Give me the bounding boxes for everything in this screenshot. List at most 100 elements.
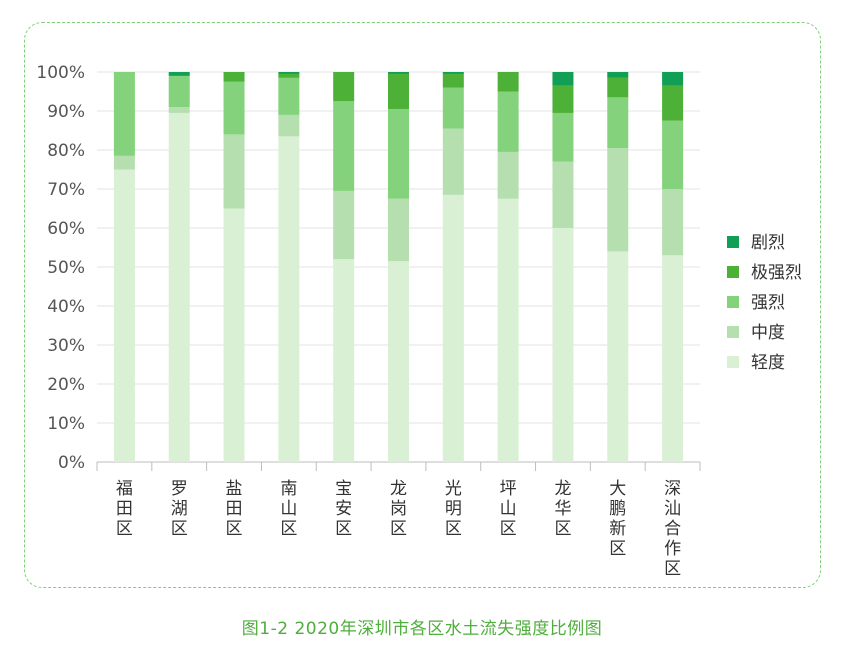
bar-segment <box>113 72 135 156</box>
x-tick-label-char: 安 <box>335 499 352 519</box>
bar-segment <box>113 169 135 462</box>
bar-segment <box>607 77 629 98</box>
bar-segment <box>607 72 629 78</box>
y-tick-label: 20% <box>47 375 85 395</box>
bar-segment <box>607 251 629 462</box>
x-tick-label-char: 深 <box>664 479 681 499</box>
bar-segment <box>333 259 355 462</box>
bar-segment <box>278 136 300 462</box>
bar-segment <box>662 85 684 121</box>
bar-segment <box>168 75 190 108</box>
bar-segment <box>278 114 300 137</box>
x-tick-label-char: 区 <box>280 519 297 539</box>
bar-segment <box>278 73 300 78</box>
x-tick-label-char: 华 <box>554 499 571 519</box>
legend-label: 剧烈 <box>751 233 785 253</box>
y-tick-label: 40% <box>47 297 85 317</box>
x-tick-label-char: 岗 <box>390 499 407 519</box>
bar-segment <box>552 228 574 462</box>
x-tick-label-char: 区 <box>390 519 407 539</box>
y-tick-label: 0% <box>58 453 85 473</box>
x-tick-label-char: 区 <box>226 519 243 539</box>
bar-segment <box>662 189 684 256</box>
y-tick-label: 70% <box>47 180 85 200</box>
bar-segment <box>552 112 574 162</box>
bar-segment <box>223 81 245 135</box>
bar-segment <box>552 85 574 113</box>
bar-segment <box>442 72 464 74</box>
bar-segment <box>333 101 355 191</box>
bar-segment <box>442 87 464 129</box>
bar-segment <box>442 73 464 88</box>
y-tick-label: 10% <box>47 414 85 434</box>
bar-segment <box>168 72 190 76</box>
x-tick-label-char: 区 <box>445 519 462 539</box>
legend-label: 极强烈 <box>751 263 802 283</box>
chart-caption: 图1-2 2020年深圳市各区水土流失强度比例图 <box>241 619 603 639</box>
bar-segment <box>223 72 245 82</box>
bar-segment <box>442 128 464 195</box>
x-tick-label-char: 区 <box>335 519 352 539</box>
x-tick-label-char: 田 <box>116 499 133 519</box>
x-tick-label-char: 区 <box>116 519 133 539</box>
y-tick-label: 30% <box>47 336 85 356</box>
x-tick-label-char: 宝 <box>335 479 352 499</box>
bar-segment <box>497 151 519 199</box>
x-tick-label-char: 湖 <box>171 499 188 519</box>
bar-segment <box>497 91 519 152</box>
bar-segment <box>662 72 684 86</box>
bar-segment <box>388 72 409 74</box>
x-tick-label-char: 田 <box>226 499 243 519</box>
bar-segment <box>607 97 629 149</box>
bar-segment <box>388 261 409 462</box>
bar-segment <box>223 208 245 462</box>
legend-label: 中度 <box>751 323 785 343</box>
bar-segment <box>662 120 684 189</box>
y-tick-label: 100% <box>36 63 85 83</box>
x-tick-label-char: 区 <box>171 519 188 539</box>
x-tick-label-char: 明 <box>445 499 462 519</box>
bar-segment <box>388 73 409 110</box>
x-tick-label-char: 合 <box>664 519 681 539</box>
legend-label: 轻度 <box>751 353 785 373</box>
x-tick-label-char: 坪 <box>500 479 517 499</box>
bar-segment <box>662 255 684 462</box>
x-tick-label-char: 区 <box>609 539 626 559</box>
x-tick-label-char: 光 <box>445 479 462 499</box>
x-tick-label-char: 区 <box>554 519 571 539</box>
stacked-bar-chart: 0%10%20%30%40%50%60%70%80%90%100%福田区罗湖区盐… <box>36 63 802 579</box>
x-tick-label-char: 罗 <box>171 479 188 499</box>
bar-segment <box>168 107 190 113</box>
legend-swatch <box>727 326 739 338</box>
legend-label: 强烈 <box>751 293 785 313</box>
x-tick-label-char: 新 <box>609 519 626 539</box>
bar-segment <box>388 198 409 262</box>
bar-segment <box>388 109 409 199</box>
x-tick-label-char: 鹏 <box>609 499 626 519</box>
x-tick-label-char: 南 <box>280 479 297 499</box>
x-tick-label-char: 福 <box>116 479 133 499</box>
bar-segment <box>333 72 355 102</box>
x-tick-label-char: 汕 <box>664 499 681 519</box>
bar-segment <box>113 155 135 170</box>
bar-segment <box>552 161 574 228</box>
chart-frame <box>24 22 821 588</box>
y-tick-label: 90% <box>47 102 85 122</box>
y-tick-label: 80% <box>47 141 85 161</box>
bar-segment <box>333 190 355 260</box>
x-tick-label-char: 龙 <box>390 479 407 499</box>
y-tick-label: 50% <box>47 258 85 278</box>
legend-swatch <box>727 236 739 248</box>
bar-segment <box>442 194 464 462</box>
x-tick-label-char: 盐 <box>226 479 243 499</box>
bar-segment <box>168 112 190 462</box>
x-tick-label-char: 龙 <box>554 479 571 499</box>
legend-swatch <box>727 356 739 368</box>
x-tick-label-char: 区 <box>664 559 681 579</box>
x-tick-label-char: 作 <box>664 539 681 559</box>
legend-swatch <box>727 296 739 308</box>
bar-segment <box>278 77 300 115</box>
bar-segment <box>497 72 519 92</box>
bar-segment <box>223 134 245 209</box>
bar-segment <box>278 72 300 74</box>
